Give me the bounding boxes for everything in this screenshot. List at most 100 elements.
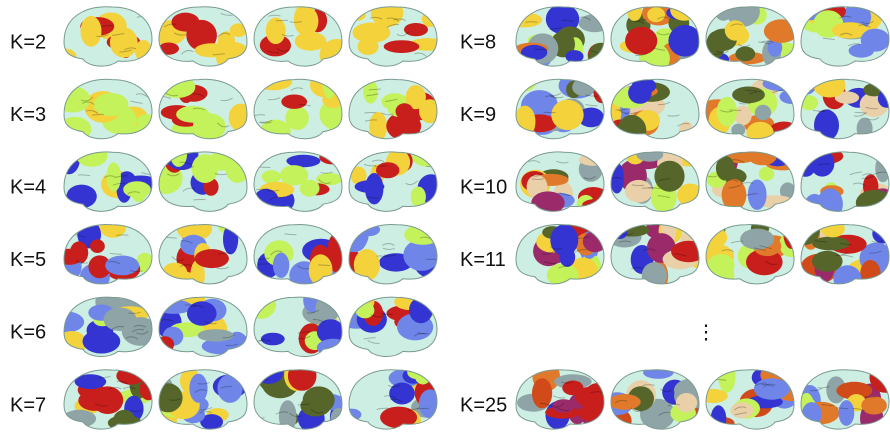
brain <box>252 360 348 432</box>
parcel <box>717 262 734 289</box>
parcel <box>873 366 890 391</box>
brain <box>610 146 706 213</box>
brain <box>516 361 612 429</box>
sulcus <box>526 22 538 23</box>
parcel <box>861 397 887 415</box>
brain <box>53 216 153 290</box>
parcel <box>735 47 755 62</box>
parcel <box>198 329 234 341</box>
parcel <box>281 95 307 109</box>
sulcus <box>92 114 104 115</box>
parcel <box>875 155 890 183</box>
brain <box>58 145 159 212</box>
parcel <box>94 93 129 116</box>
parcel <box>159 270 194 283</box>
parcel <box>90 239 105 253</box>
parcel <box>711 405 727 432</box>
parcel <box>116 367 145 385</box>
parcel <box>104 308 137 331</box>
parcel <box>796 76 816 95</box>
parcel <box>643 366 673 378</box>
parcel <box>584 383 612 409</box>
parcel <box>193 113 226 140</box>
parcel <box>625 27 657 55</box>
parcel <box>511 74 535 91</box>
parcel <box>261 333 285 346</box>
parcel <box>636 148 663 162</box>
parcel <box>303 386 335 413</box>
brain <box>341 289 438 356</box>
row-label: K=2 <box>10 31 46 53</box>
parcel <box>521 45 547 60</box>
parcel <box>409 297 433 323</box>
brain <box>511 73 610 139</box>
brain <box>341 222 446 284</box>
parcel <box>354 249 380 281</box>
brain <box>245 288 353 356</box>
parcel <box>404 225 441 245</box>
parcel <box>764 19 798 43</box>
parcel <box>384 40 420 53</box>
parcel <box>693 226 727 250</box>
parcel <box>625 180 653 203</box>
parcel <box>612 225 627 239</box>
parcel <box>821 220 845 238</box>
figure: K=2K=3K=4K=5K=6K=7K=8K=9K=10K=11K=25⋮ <box>0 0 890 437</box>
brain <box>516 223 607 287</box>
parcel <box>254 364 283 384</box>
parcel <box>266 18 286 45</box>
brain <box>349 148 445 212</box>
parcel <box>155 300 192 314</box>
parcel <box>81 16 102 47</box>
row-label: K=11 <box>460 249 506 271</box>
parcel <box>280 165 308 185</box>
parcel <box>123 181 151 197</box>
parcel <box>609 394 641 410</box>
parcel <box>170 143 187 167</box>
brain <box>155 292 248 360</box>
parcel <box>323 70 337 99</box>
parcel <box>353 23 391 43</box>
parcel <box>369 112 387 141</box>
brain <box>349 79 441 141</box>
parcel <box>746 122 773 145</box>
row-label: K=25 <box>460 394 507 416</box>
parcel <box>412 148 444 167</box>
parcel <box>63 410 97 428</box>
parcel <box>550 224 578 255</box>
parcel <box>216 42 251 72</box>
parcel <box>725 20 746 40</box>
parcel <box>55 86 90 112</box>
parcel <box>812 251 843 272</box>
parcel <box>195 249 229 268</box>
parcel <box>309 254 333 286</box>
brain <box>516 152 615 215</box>
parcel <box>355 180 385 193</box>
row-label: K=8 <box>460 31 496 53</box>
parcel <box>57 331 87 355</box>
brain <box>705 146 801 212</box>
brain <box>706 0 798 67</box>
parcel <box>628 82 652 104</box>
brain <box>151 368 247 432</box>
row-label: K=3 <box>10 104 46 126</box>
sulcus <box>185 305 197 306</box>
parcel <box>295 32 327 51</box>
parcel <box>731 124 745 137</box>
parcel <box>217 374 242 403</box>
sulcus <box>258 264 270 265</box>
row-label: K=5 <box>10 249 46 271</box>
parcel <box>262 170 281 183</box>
brain <box>341 366 445 434</box>
parcel <box>802 402 822 426</box>
parcel <box>419 389 441 418</box>
parcel <box>732 87 765 104</box>
brain <box>55 79 156 141</box>
parcel <box>156 152 174 165</box>
parcel <box>245 291 276 319</box>
brain <box>506 4 613 71</box>
brain <box>254 225 352 290</box>
brain <box>698 362 805 433</box>
parcel <box>331 408 348 428</box>
parcel <box>839 400 855 426</box>
